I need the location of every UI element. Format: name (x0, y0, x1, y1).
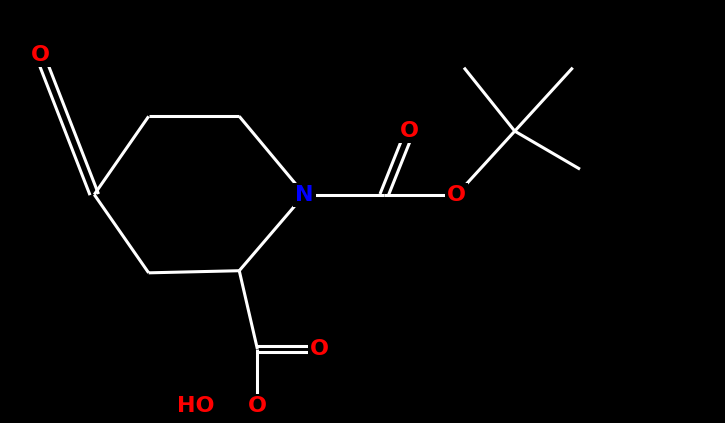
Text: O: O (248, 396, 267, 416)
Text: O: O (30, 45, 49, 65)
Text: O: O (310, 339, 328, 359)
Text: O: O (447, 184, 466, 205)
Text: HO: HO (177, 396, 215, 416)
Text: N: N (295, 184, 314, 205)
Text: O: O (400, 121, 419, 141)
